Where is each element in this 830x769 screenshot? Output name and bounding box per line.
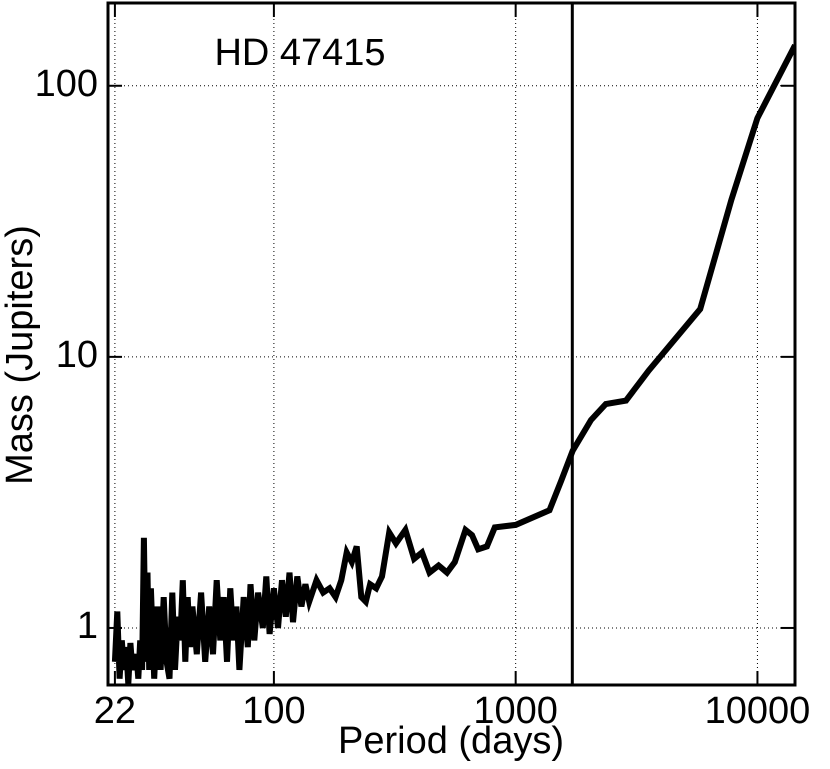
y-tick-label: 1 bbox=[77, 605, 98, 647]
x-tick-label: 100 bbox=[242, 690, 305, 732]
x-tick-label: 1000 bbox=[473, 690, 558, 732]
y-axis-label: Mass (Jupiters) bbox=[0, 225, 41, 485]
x-axis-label: Period (days) bbox=[338, 720, 564, 762]
plot-frame bbox=[106, 1, 797, 687]
x-tick-label: 22 bbox=[94, 690, 136, 732]
data-line bbox=[111, 43, 795, 685]
y-tick-label: 10 bbox=[56, 334, 98, 376]
chart-title: HD 47415 bbox=[214, 32, 385, 74]
x-tick-label: 10000 bbox=[705, 690, 811, 732]
y-tick-label: 100 bbox=[35, 63, 98, 105]
